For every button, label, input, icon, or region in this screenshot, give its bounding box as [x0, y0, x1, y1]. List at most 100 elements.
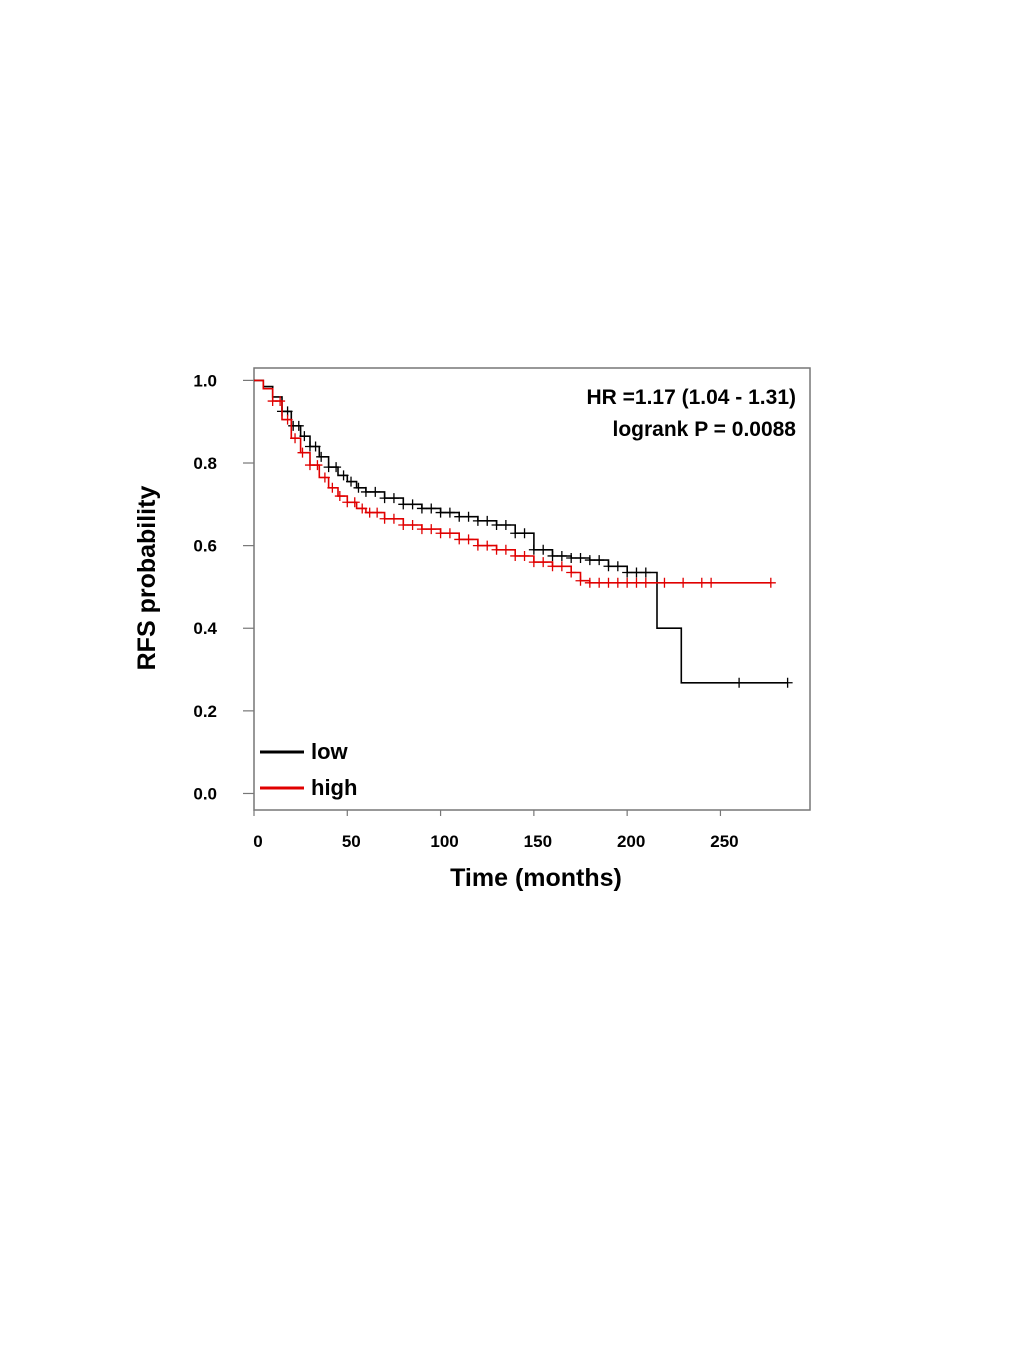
plot-frame — [253, 367, 811, 811]
y-tick-label: 0.8 — [193, 454, 217, 473]
censor-mark-low — [435, 507, 446, 518]
censor-mark-high — [426, 524, 437, 535]
censor-mark-low — [547, 550, 558, 561]
censor-mark-high — [398, 519, 409, 530]
censor-mark-low — [594, 555, 605, 566]
censor-mark-high — [444, 528, 455, 539]
y-axis-title: RFS probability — [133, 486, 161, 671]
censor-mark-high — [319, 472, 330, 483]
censor-mark-high — [357, 503, 368, 514]
survival-curve-high — [254, 379, 771, 584]
censor-mark-low — [622, 567, 633, 578]
censor-mark-low — [500, 519, 511, 530]
censor-mark-high — [282, 414, 293, 425]
series-layer — [254, 379, 793, 688]
censor-mark-high — [290, 433, 301, 444]
legend: low high — [260, 739, 357, 800]
censor-mark-low — [519, 528, 530, 539]
x-tick-label: 250 — [710, 832, 738, 851]
censor-mark-high — [372, 507, 383, 518]
censor-mark-low — [463, 511, 474, 522]
x-tick-label: 100 — [430, 832, 458, 851]
censor-mark-high — [612, 577, 623, 588]
censor-mark-high — [603, 577, 614, 588]
y-tick-label: 0.4 — [193, 619, 217, 638]
censor-mark-high — [482, 540, 493, 551]
x-axis-title: Time (months) — [450, 864, 622, 892]
censor-mark-high — [566, 567, 577, 578]
censor-mark-low — [379, 493, 390, 504]
censor-mark-low — [528, 544, 539, 555]
censor-mark-high — [472, 540, 483, 551]
censor-mark-low — [353, 482, 364, 493]
censor-mark-high — [584, 577, 595, 588]
y-axis-ticks: 0.0 0.2 0.4 0.6 0.8 1.0 — [193, 371, 254, 803]
censor-mark-low — [398, 499, 409, 510]
censor-mark-low — [346, 476, 357, 487]
censor-mark-high — [519, 550, 530, 561]
censor-mark-high — [327, 482, 338, 493]
x-axis-ticks: 0 50 100 150 200 250 — [253, 810, 739, 851]
censor-mark-low — [293, 420, 304, 431]
censor-mark-low — [338, 470, 349, 481]
censor-mark-high — [510, 550, 521, 561]
censor-mark-high — [575, 575, 586, 586]
censor-mark-high — [454, 534, 465, 545]
censor-mark-high — [407, 519, 418, 530]
censor-mark-high — [706, 577, 717, 588]
censor-mark-high — [275, 396, 286, 407]
y-tick-label: 1.0 — [193, 371, 217, 390]
censor-mark-low — [575, 553, 586, 564]
hazard-ratio-text: HR =1.17 (1.04 - 1.31) — [586, 386, 796, 409]
censor-mark-low — [454, 511, 465, 522]
censor-mark-low — [472, 515, 483, 526]
censor-mark-high — [594, 577, 605, 588]
logrank-p-text: logrank P = 0.0088 — [613, 418, 797, 441]
censor-mark-high — [640, 577, 651, 588]
censor-mark-low — [426, 503, 437, 514]
censor-mark-high — [622, 577, 633, 588]
censor-mark-low — [734, 677, 745, 688]
censor-mark-low — [310, 441, 321, 452]
censor-mark-low — [370, 486, 381, 497]
censor-mark-high — [463, 534, 474, 545]
censor-mark-low — [631, 567, 642, 578]
series-high — [254, 379, 776, 588]
legend-label-low: low — [311, 739, 349, 764]
censor-mark-high — [349, 497, 360, 508]
censor-mark-high — [334, 491, 345, 502]
censor-mark-low — [407, 499, 418, 510]
censor-mark-low — [612, 561, 623, 572]
censor-mark-high — [538, 557, 549, 568]
censor-mark-high — [297, 447, 308, 458]
censor-mark-low — [538, 544, 549, 555]
x-tick-label: 200 — [617, 832, 645, 851]
censor-mark-low — [782, 677, 793, 688]
censor-mark-low — [331, 462, 342, 473]
censor-mark-high — [547, 561, 558, 572]
censor-mark-high — [388, 513, 399, 524]
censor-mark-high — [379, 513, 390, 524]
x-tick-label: 0 — [253, 832, 262, 851]
censor-mark-high — [659, 577, 670, 588]
censor-mark-low — [388, 493, 399, 504]
x-tick-label: 150 — [524, 832, 552, 851]
series-low — [254, 379, 793, 688]
censor-mark-low — [556, 550, 567, 561]
legend-label-high: high — [311, 775, 357, 800]
censor-mark-low — [316, 451, 327, 462]
y-tick-label: 0.2 — [193, 702, 217, 721]
censor-mark-low — [640, 567, 651, 578]
x-tick-label: 50 — [342, 832, 361, 851]
censor-mark-high — [765, 577, 776, 588]
censor-mark-high — [678, 577, 689, 588]
censor-mark-high — [631, 577, 642, 588]
censor-mark-high — [556, 561, 567, 572]
censor-mark-high — [435, 528, 446, 539]
censor-mark-low — [444, 507, 455, 518]
censor-mark-high — [491, 544, 502, 555]
censor-mark-high — [312, 460, 323, 471]
censor-mark-low — [584, 555, 595, 566]
